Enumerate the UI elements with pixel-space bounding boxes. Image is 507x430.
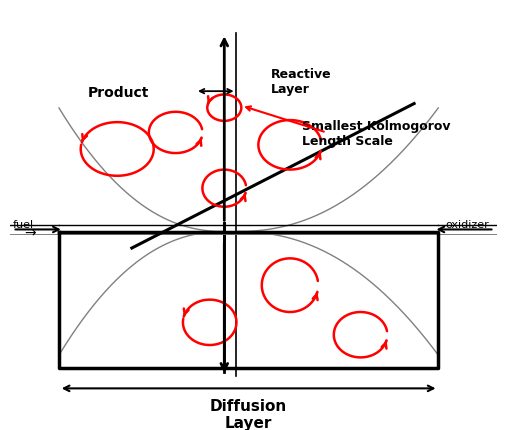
Text: fuel: fuel [13,220,33,230]
Text: oxidizer: oxidizer [446,220,489,230]
Text: →: → [25,227,37,240]
Text: Reactive
Layer: Reactive Layer [271,68,331,96]
Text: Smallest Kolmogorov
Length Scale: Smallest Kolmogorov Length Scale [302,120,451,148]
Text: Product: Product [88,86,150,100]
Text: Diffusion
Layer: Diffusion Layer [210,399,287,430]
